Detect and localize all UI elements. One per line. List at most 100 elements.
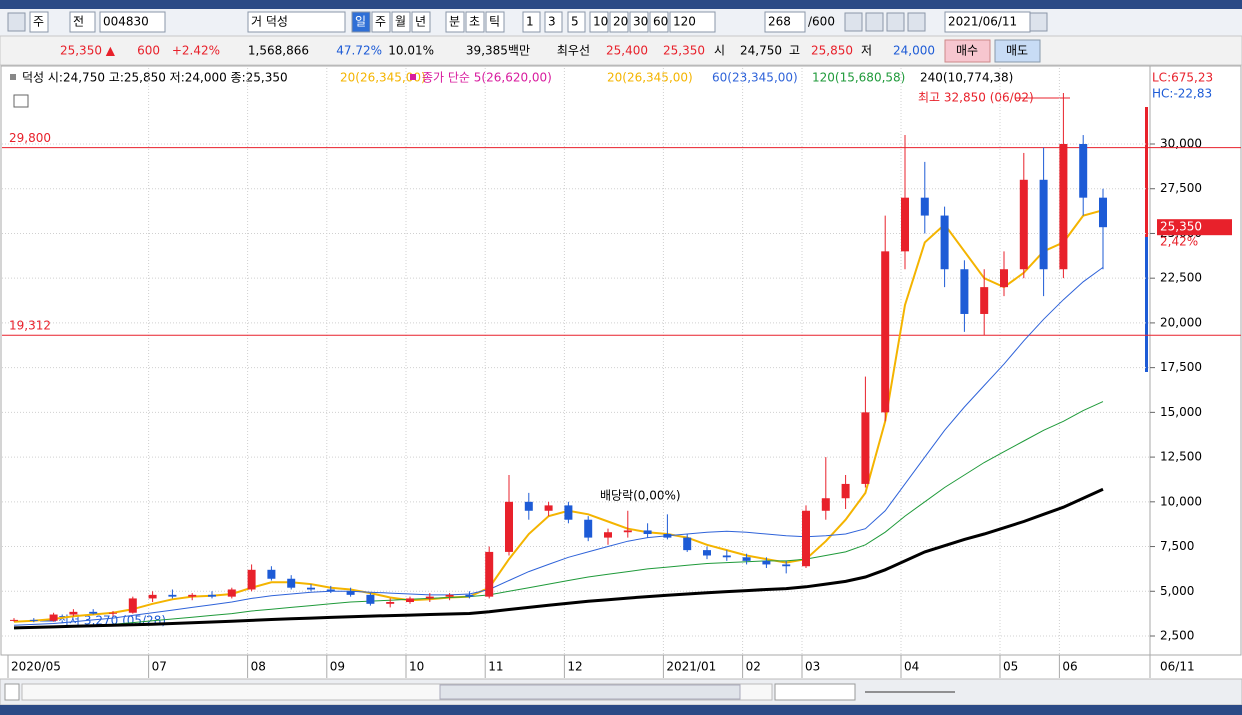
table-icon[interactable] bbox=[13, 94, 29, 108]
x-tick-label: 04 bbox=[904, 660, 919, 674]
playback-buttons[interactable] bbox=[774, 683, 856, 701]
bottom-bar bbox=[0, 705, 1242, 715]
toolbar-button[interactable] bbox=[371, 11, 391, 33]
toolbar-label[interactable]: 004830 bbox=[103, 15, 149, 29]
candle-body bbox=[168, 594, 177, 597]
toolbar-button[interactable] bbox=[544, 11, 563, 33]
x-tick-label: 05 bbox=[1003, 660, 1018, 674]
toolbar-button[interactable] bbox=[247, 11, 346, 33]
toolbar-icon[interactable] bbox=[844, 12, 863, 32]
toolbar-icon[interactable] bbox=[7, 12, 26, 32]
toolbar-button[interactable] bbox=[589, 11, 609, 33]
toolbar-label[interactable]: 주 bbox=[33, 15, 44, 29]
toolbar-icon[interactable] bbox=[1029, 12, 1048, 32]
toolbar-button[interactable] bbox=[764, 11, 806, 33]
toolbar-icon[interactable] bbox=[865, 12, 884, 32]
toolbar-button[interactable] bbox=[391, 11, 411, 33]
x-tick-label: 08 bbox=[251, 660, 266, 674]
candle-body bbox=[663, 534, 672, 538]
moving-average bbox=[13, 401, 1104, 630]
last-date-label: 06/11 bbox=[1160, 660, 1195, 674]
candle-body bbox=[1000, 269, 1008, 288]
toolbar-button[interactable] bbox=[609, 11, 629, 33]
toolbar-button[interactable] bbox=[351, 11, 371, 33]
candle-body bbox=[386, 602, 395, 604]
toolbar-button[interactable] bbox=[567, 11, 586, 33]
candle-body bbox=[940, 215, 949, 270]
toolbar-button[interactable] bbox=[99, 11, 166, 33]
toolbar-label[interactable]: /600 bbox=[808, 15, 835, 29]
toolbar-button[interactable] bbox=[669, 11, 716, 33]
candle-body bbox=[841, 483, 850, 499]
sell-label[interactable]: 매도 bbox=[1006, 44, 1028, 58]
candle-body bbox=[1039, 179, 1048, 270]
candle-body bbox=[227, 589, 236, 597]
toolbar-button[interactable] bbox=[629, 11, 649, 33]
toolbar-label[interactable]: 월 bbox=[395, 15, 406, 29]
toolbar-button[interactable] bbox=[485, 11, 505, 33]
toolbar-label[interactable]: 1 bbox=[526, 15, 534, 29]
toolbar-label[interactable]: 20 bbox=[613, 15, 628, 29]
toolbar-icon[interactable] bbox=[886, 12, 905, 32]
candle-body bbox=[1079, 144, 1088, 198]
sell-button[interactable] bbox=[994, 39, 1041, 63]
toolbar-button[interactable] bbox=[649, 11, 669, 33]
scroll-left[interactable] bbox=[4, 683, 20, 701]
candle-body bbox=[1019, 179, 1028, 270]
toolbar-label[interactable]: 120 bbox=[673, 15, 696, 29]
quote-field: 10.01% bbox=[388, 44, 434, 58]
toolbar-label[interactable]: 5 bbox=[571, 15, 579, 29]
quote-field: 최우선 bbox=[557, 44, 590, 58]
candle-body bbox=[920, 197, 929, 216]
toolbar-label[interactable]: 60 bbox=[653, 15, 668, 29]
toolbar-label[interactable]: 일 bbox=[355, 15, 366, 29]
candle-body bbox=[584, 519, 593, 538]
buy-label[interactable]: 매수 bbox=[956, 44, 978, 58]
candle-body bbox=[722, 555, 731, 558]
toolbar-icon[interactable] bbox=[907, 12, 926, 32]
y-tick-label: 30,000 bbox=[1160, 137, 1202, 151]
toolbar-button[interactable] bbox=[522, 11, 541, 33]
candle-body bbox=[148, 594, 157, 599]
change-tag-label: 2,42% bbox=[1160, 235, 1198, 249]
candle-body bbox=[267, 569, 276, 579]
candle-body bbox=[307, 587, 315, 590]
legend-entry: 120(15,680,58) bbox=[812, 71, 905, 85]
toolbar-button[interactable] bbox=[69, 11, 96, 33]
toolbar-label[interactable]: 2021/06/11 bbox=[948, 15, 1017, 29]
candle-body bbox=[366, 594, 375, 604]
candle-body bbox=[802, 510, 810, 567]
toolbar-label[interactable]: 분 bbox=[449, 15, 460, 29]
legend-entry: 20(26,345,00) bbox=[340, 71, 426, 85]
y-tick-label: 15,000 bbox=[1160, 405, 1202, 419]
candle-body bbox=[1059, 144, 1068, 270]
scroll-thumb[interactable] bbox=[439, 684, 741, 700]
x-tick-label: 06 bbox=[1062, 660, 1077, 674]
toolbar-label[interactable]: 전 bbox=[73, 15, 84, 29]
reference-label: 29,800 bbox=[9, 131, 51, 145]
toolbar-label[interactable]: 3 bbox=[548, 15, 556, 29]
buy-button[interactable] bbox=[944, 39, 991, 63]
toolbar-label[interactable]: 년 bbox=[415, 15, 426, 29]
candle-body bbox=[346, 591, 355, 595]
candle-body bbox=[505, 501, 513, 552]
quote-field: 24,000 bbox=[893, 44, 935, 58]
toolbar-button[interactable] bbox=[465, 11, 485, 33]
candle-body bbox=[782, 564, 791, 567]
quote-field: 25,400 bbox=[606, 44, 648, 58]
toolbar-label[interactable]: 주 bbox=[375, 15, 386, 29]
candle-body bbox=[881, 251, 890, 413]
toolbar-button[interactable] bbox=[411, 11, 431, 33]
toolbar-button[interactable] bbox=[445, 11, 465, 33]
toolbar-label[interactable]: 10 bbox=[593, 15, 608, 29]
toolbar-label[interactable]: 초 bbox=[469, 15, 480, 29]
quote-field: 25,350 ▲ bbox=[60, 44, 116, 58]
candle-body bbox=[980, 287, 989, 314]
toolbar-label[interactable]: 268 bbox=[768, 15, 791, 29]
toolbar-label[interactable]: 거 덕성 bbox=[251, 15, 288, 29]
candle-body bbox=[287, 578, 296, 588]
toolbar-label[interactable]: 틱 bbox=[489, 15, 500, 29]
toolbar-label[interactable]: 30 bbox=[633, 15, 648, 29]
toolbar-button[interactable] bbox=[29, 11, 49, 33]
